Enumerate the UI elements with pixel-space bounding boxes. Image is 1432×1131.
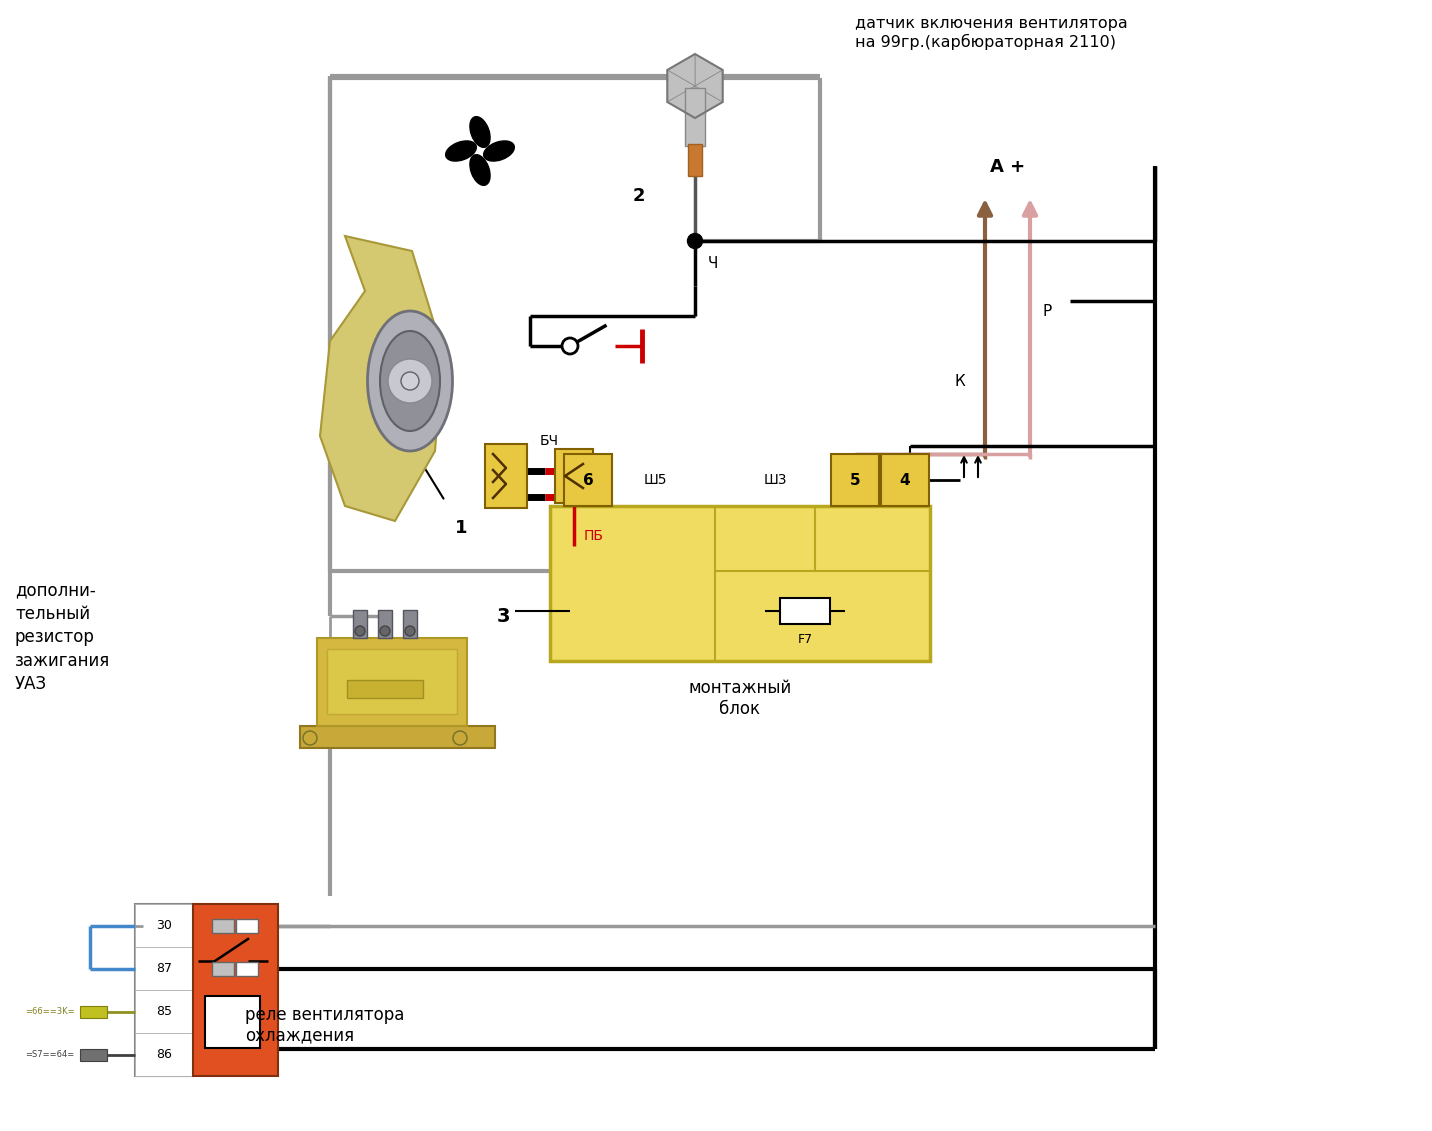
- Text: 3: 3: [497, 606, 510, 625]
- Text: 1: 1: [455, 519, 467, 537]
- Bar: [135, 1033, 193, 1076]
- Bar: [236, 918, 258, 932]
- Bar: [556, 449, 593, 503]
- Text: БЧ: БЧ: [540, 434, 558, 448]
- Bar: [212, 918, 233, 932]
- Bar: [205, 996, 261, 1048]
- Bar: [831, 454, 879, 506]
- Text: дополни-
тельный
резистор
зажигания
УАЗ: дополни- тельный резистор зажигания УАЗ: [14, 581, 110, 693]
- Bar: [80, 1005, 107, 1018]
- Text: 85: 85: [156, 1005, 172, 1018]
- Bar: [550, 506, 929, 661]
- Text: Р: Р: [1042, 303, 1051, 319]
- Bar: [378, 610, 392, 638]
- Text: монтажный
блок: монтажный блок: [689, 679, 792, 718]
- Text: 30: 30: [156, 920, 172, 932]
- Bar: [135, 904, 193, 1076]
- Bar: [687, 144, 702, 176]
- Bar: [135, 904, 193, 947]
- Polygon shape: [667, 86, 695, 118]
- Ellipse shape: [470, 155, 490, 185]
- Text: Ч: Ч: [707, 256, 719, 270]
- Bar: [326, 649, 457, 714]
- Text: реле вентилятора
охлаждения: реле вентилятора охлаждения: [245, 1005, 404, 1045]
- Text: 2: 2: [633, 187, 644, 205]
- Polygon shape: [695, 54, 723, 86]
- Ellipse shape: [379, 331, 440, 431]
- Text: =S7==64=: =S7==64=: [24, 1050, 74, 1059]
- Text: А +: А +: [990, 158, 1025, 176]
- Bar: [316, 638, 467, 726]
- Circle shape: [304, 731, 316, 745]
- Text: =66==3K=: =66==3K=: [24, 1007, 74, 1016]
- Polygon shape: [667, 54, 695, 86]
- Circle shape: [355, 625, 365, 636]
- Circle shape: [401, 372, 420, 390]
- Polygon shape: [695, 86, 723, 118]
- Ellipse shape: [484, 141, 514, 161]
- Text: ПБ: ПБ: [584, 529, 604, 543]
- Bar: [135, 990, 193, 1033]
- Polygon shape: [319, 236, 440, 521]
- Text: К: К: [954, 373, 965, 389]
- Bar: [135, 947, 193, 990]
- Text: Ш3: Ш3: [763, 473, 786, 487]
- Bar: [780, 598, 831, 624]
- Text: 5: 5: [849, 473, 861, 487]
- Ellipse shape: [470, 116, 490, 147]
- Bar: [881, 454, 929, 506]
- Circle shape: [379, 625, 390, 636]
- Bar: [485, 444, 527, 508]
- Bar: [347, 680, 422, 698]
- Polygon shape: [695, 70, 723, 102]
- Bar: [564, 454, 611, 506]
- Ellipse shape: [445, 141, 477, 161]
- Circle shape: [405, 625, 415, 636]
- Circle shape: [687, 233, 703, 249]
- Bar: [684, 88, 705, 146]
- Bar: [80, 1048, 107, 1061]
- Text: F7: F7: [798, 633, 812, 646]
- Bar: [402, 610, 417, 638]
- Circle shape: [388, 359, 432, 403]
- Bar: [193, 904, 278, 1076]
- Text: Ш5: Ш5: [643, 473, 667, 487]
- Text: 4: 4: [899, 473, 911, 487]
- Text: датчик включения вентилятора
на 99гр.(карбюраторная 2110): датчик включения вентилятора на 99гр.(ка…: [855, 16, 1128, 50]
- Circle shape: [561, 338, 579, 354]
- Ellipse shape: [368, 311, 453, 451]
- Circle shape: [453, 731, 467, 745]
- Bar: [299, 726, 495, 748]
- Text: 6: 6: [583, 473, 593, 487]
- Text: 86: 86: [156, 1048, 172, 1061]
- Bar: [354, 610, 367, 638]
- Text: 87: 87: [156, 962, 172, 975]
- Polygon shape: [667, 70, 695, 102]
- Bar: [212, 961, 233, 976]
- Bar: [236, 961, 258, 976]
